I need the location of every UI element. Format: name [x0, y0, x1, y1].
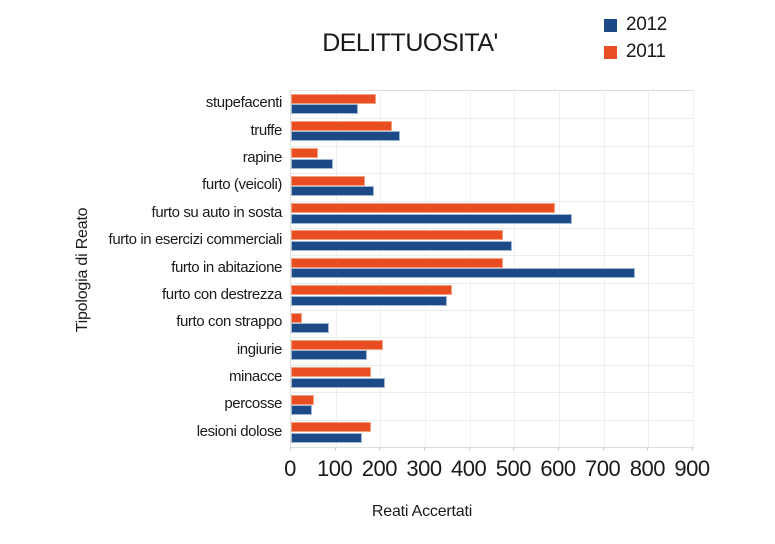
x-tick-label: 400 — [451, 456, 487, 481]
x-tick-mark — [423, 447, 425, 451]
bar-2012-furto-con-destrezza[interactable] — [291, 295, 448, 306]
x-tick-label: 900 — [674, 456, 710, 481]
legend-item-2012[interactable]: 2012 — [604, 15, 667, 35]
gridline-vertical — [693, 91, 694, 447]
x-tick-mark — [334, 447, 336, 451]
bar-2011-furto-in-abitazione[interactable] — [291, 257, 504, 268]
x-tick-mark — [557, 447, 559, 451]
legend: 2012 2011 — [604, 15, 667, 62]
bar-2011-furto-veicoli-[interactable] — [291, 175, 365, 186]
gridline-horizontal — [291, 337, 693, 339]
x-tick-mark — [602, 447, 604, 451]
gridline-horizontal — [291, 310, 693, 312]
gridline-horizontal — [291, 282, 693, 284]
bar-2012-furto-su-auto-in-sosta[interactable] — [291, 213, 573, 224]
bar-2011-furto-con-destrezza[interactable] — [291, 285, 452, 296]
bar-2011-lesioni-dolose[interactable] — [291, 422, 372, 433]
gridline-horizontal — [291, 364, 693, 366]
x-tick-mark — [379, 447, 381, 451]
x-axis-tick-labels: 0 100 200 300 400 500 600 700 800 900 — [284, 456, 710, 482]
gridline-horizontal — [291, 255, 693, 257]
bar-2012-stupefacenti[interactable] — [291, 104, 358, 114]
legend-swatch-2011-icon — [604, 45, 617, 59]
category-label: stupefacenti — [205, 94, 282, 112]
x-tick-mark — [468, 447, 470, 451]
bar-2012-percosse[interactable] — [291, 405, 313, 416]
bar-2012-minacce[interactable] — [291, 377, 385, 388]
x-tick-mark — [647, 447, 649, 451]
gridline-horizontal — [291, 118, 693, 120]
x-tick-label: 500 — [495, 456, 532, 481]
gridline-vertical — [648, 91, 650, 447]
category-label: minacce — [228, 368, 282, 386]
category-label: furto con strappo — [176, 313, 282, 331]
x-tick-mark — [692, 447, 693, 451]
gridline-horizontal — [291, 200, 693, 202]
chart-title: DELITTUOSITA' — [322, 29, 498, 57]
category-label: truffe — [250, 121, 282, 139]
bar-2012-furto-in-abitazione[interactable] — [291, 268, 635, 279]
category-label: furto (veicoli) — [202, 176, 282, 194]
category-label: furto con destrezza — [162, 285, 282, 303]
bar-2011-furto-su-auto-in-sosta[interactable] — [291, 203, 555, 214]
bar-2012-ingiurie[interactable] — [291, 350, 367, 361]
category-labels: stupefacenti truffe rapine furto (veicoli) f… — [0, 90, 284, 446]
bar-2012-furto-veicoli-[interactable] — [291, 186, 374, 197]
legend-item-2011[interactable]: 2011 — [604, 42, 667, 62]
bar-2012-truffe[interactable] — [291, 131, 401, 142]
bar-2011-furto-in-esercizi-commerciali[interactable] — [291, 230, 504, 241]
x-tick-label: 600 — [540, 456, 576, 481]
gridline-horizontal — [291, 173, 693, 175]
category-label: percosse — [224, 395, 282, 413]
bar-2012-rapine[interactable] — [291, 158, 334, 169]
gridline-horizontal — [291, 419, 693, 421]
x-tick-label: 0 — [284, 456, 296, 481]
plot-area — [290, 90, 694, 448]
bar-2011-truffe[interactable] — [291, 120, 392, 131]
bar-2011-furto-con-strappo[interactable] — [291, 312, 303, 323]
bar-2011-percosse[interactable] — [291, 394, 315, 405]
x-tick-label: 300 — [406, 456, 442, 481]
category-label: ingiurie — [236, 340, 283, 358]
bar-2012-furto-con-strappo[interactable] — [291, 323, 329, 334]
gridline-horizontal — [291, 145, 693, 147]
category-label: furto in esercizi commerciali — [108, 231, 283, 249]
bar-2011-stupefacenti[interactable] — [291, 93, 376, 104]
x-tick-mark — [513, 447, 515, 451]
bar-2011-rapine[interactable] — [291, 148, 318, 159]
bar-2011-ingiurie[interactable] — [291, 339, 383, 350]
gridline-horizontal — [291, 392, 693, 394]
category-label: rapine — [242, 148, 283, 166]
x-axis-title: Reati Accertati — [371, 503, 473, 520]
legend-label-2011: 2011 — [626, 41, 666, 62]
x-tick-mark — [290, 447, 291, 451]
category-label: lesioni dolose — [196, 422, 283, 440]
bar-2012-furto-in-esercizi-commerciali[interactable] — [291, 240, 513, 251]
x-tick-label: 200 — [361, 456, 398, 481]
x-tick-label: 100 — [317, 456, 353, 481]
legend-swatch-2012-icon — [604, 18, 617, 32]
legend-label-2012: 2012 — [626, 14, 668, 35]
category-label: furto in abitazione — [171, 258, 282, 276]
bar-2011-minacce[interactable] — [291, 367, 372, 378]
x-tick-label: 700 — [585, 456, 621, 481]
x-axis-ticks — [290, 446, 693, 452]
gridline-horizontal — [291, 227, 693, 229]
category-label: furto su auto in sosta — [151, 203, 283, 221]
bar-2012-lesioni-dolose[interactable] — [291, 432, 363, 443]
x-tick-label: 800 — [629, 456, 666, 481]
